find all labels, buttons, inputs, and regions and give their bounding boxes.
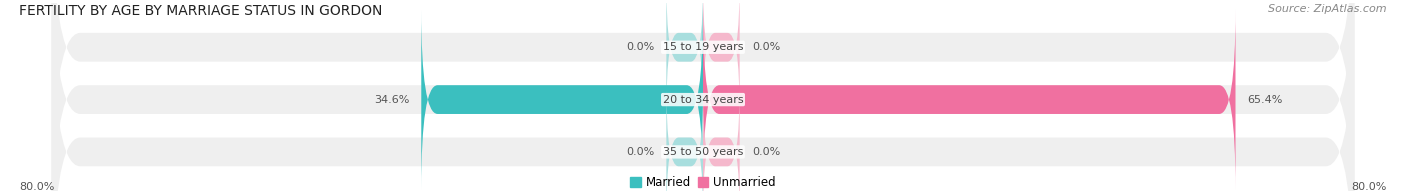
- Text: 65.4%: 65.4%: [1247, 95, 1284, 105]
- FancyBboxPatch shape: [666, 0, 703, 111]
- FancyBboxPatch shape: [52, 0, 1354, 196]
- Text: 0.0%: 0.0%: [752, 42, 780, 52]
- Text: Source: ZipAtlas.com: Source: ZipAtlas.com: [1268, 4, 1386, 14]
- Legend: Married, Unmarried: Married, Unmarried: [630, 176, 776, 189]
- Text: 34.6%: 34.6%: [374, 95, 409, 105]
- FancyBboxPatch shape: [703, 0, 740, 111]
- Text: 0.0%: 0.0%: [752, 147, 780, 157]
- Text: 80.0%: 80.0%: [20, 182, 55, 192]
- Text: FERTILITY BY AGE BY MARRIAGE STATUS IN GORDON: FERTILITY BY AGE BY MARRIAGE STATUS IN G…: [20, 4, 382, 18]
- Text: 0.0%: 0.0%: [626, 42, 654, 52]
- Text: 80.0%: 80.0%: [1351, 182, 1386, 192]
- FancyBboxPatch shape: [703, 88, 740, 196]
- Text: 35 to 50 years: 35 to 50 years: [662, 147, 744, 157]
- FancyBboxPatch shape: [703, 9, 1236, 190]
- FancyBboxPatch shape: [52, 0, 1354, 196]
- Text: 15 to 19 years: 15 to 19 years: [662, 42, 744, 52]
- FancyBboxPatch shape: [422, 9, 703, 190]
- FancyBboxPatch shape: [666, 88, 703, 196]
- Text: 20 to 34 years: 20 to 34 years: [662, 95, 744, 105]
- Text: 0.0%: 0.0%: [626, 147, 654, 157]
- FancyBboxPatch shape: [52, 0, 1354, 196]
